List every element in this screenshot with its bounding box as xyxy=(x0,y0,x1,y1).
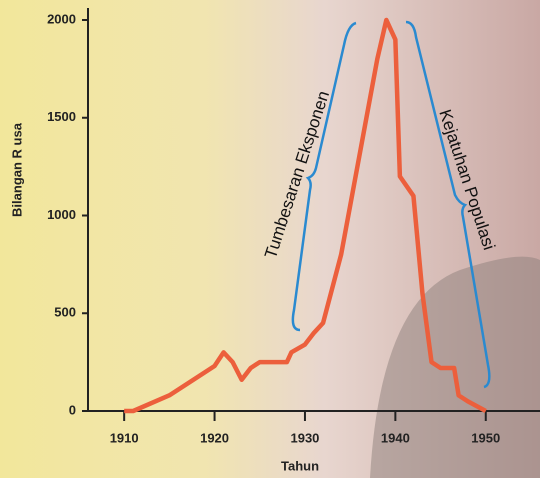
x-tick-label: 1910 xyxy=(110,430,139,445)
y-tick-label: 1500 xyxy=(47,109,76,124)
x-tick-label: 1930 xyxy=(290,430,319,445)
x-tick-label: 1940 xyxy=(381,430,410,445)
x-tick-label: 1920 xyxy=(200,430,229,445)
data-line xyxy=(124,17,487,414)
y-tick-label: 2000 xyxy=(47,11,76,26)
y-tick-label: 0 xyxy=(69,402,76,417)
y-axis-label: Bilangan R usa xyxy=(9,122,24,217)
y-tick-label: 1000 xyxy=(47,207,76,222)
x-tick-label: 1950 xyxy=(471,430,500,445)
y-tick-label: 500 xyxy=(54,305,76,320)
brace xyxy=(405,20,491,389)
brace xyxy=(291,21,357,332)
x-axis-label: Tahun xyxy=(281,458,319,473)
